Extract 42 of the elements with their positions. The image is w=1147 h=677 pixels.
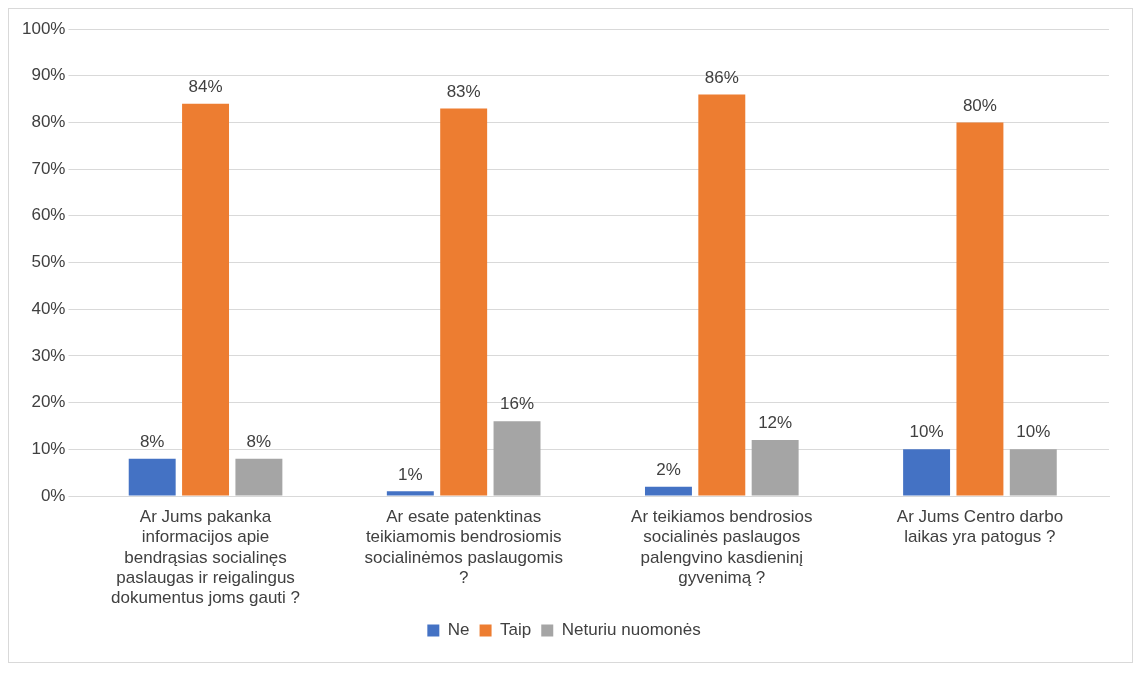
y-tick-label: 10% — [31, 438, 66, 458]
bar — [644, 486, 692, 496]
data-label: 8% — [246, 431, 272, 451]
data-label: 12% — [758, 413, 793, 433]
x-tick-label: Ar Jums pakanka informacijos apie bendrąsias socialinęs paslaugas ir reigalingus dokumentus joms gauti ? — [111, 506, 301, 608]
legend-label: Ne — [447, 620, 470, 640]
bar — [903, 449, 951, 496]
data-label: 83% — [446, 81, 481, 101]
y-tick-label: 90% — [31, 65, 66, 85]
data-label: 10% — [1016, 422, 1051, 442]
y-tick-label: 50% — [31, 252, 66, 272]
bar — [440, 108, 488, 496]
bar — [128, 458, 176, 496]
y-tick-label: 0% — [40, 485, 66, 505]
x-tick-label: Ar teikiamos bendrosios socialinės paslaugos palengvino kasdieninį gyvenimą ? — [631, 506, 813, 588]
bar — [1009, 449, 1057, 496]
y-tick-label: 80% — [31, 112, 66, 132]
legend-label: Neturiu nuomonės — [561, 620, 701, 640]
bar — [956, 122, 1004, 496]
y-tick-label: 100% — [22, 18, 66, 38]
data-label: 2% — [656, 459, 681, 479]
data-label: 10% — [909, 422, 944, 442]
data-label: 1% — [398, 464, 423, 484]
data-label: 86% — [704, 67, 739, 87]
bar — [751, 439, 799, 496]
data-label: 80% — [962, 95, 997, 115]
legend-label: Taip — [500, 620, 532, 640]
bar — [698, 94, 746, 496]
data-label: 8% — [139, 431, 165, 451]
y-tick-label: 30% — [31, 345, 66, 365]
y-tick-label: 20% — [31, 392, 66, 412]
y-tick-label: 40% — [31, 298, 66, 318]
bar — [386, 491, 434, 496]
bar — [235, 458, 283, 496]
x-tick-label: Ar Jums Centro darbo laikas yra patogus ? — [896, 506, 1064, 547]
bar — [493, 421, 541, 496]
y-tick-label: 60% — [31, 205, 66, 225]
data-label: 84% — [188, 76, 223, 96]
bar — [182, 103, 230, 496]
y-tick-label: 70% — [31, 158, 66, 178]
data-label: 16% — [500, 394, 535, 414]
x-tick-label: Ar esate patenktinas teikiamomis bendrosiomis socialinėmos paslaugomis ? — [364, 506, 563, 588]
